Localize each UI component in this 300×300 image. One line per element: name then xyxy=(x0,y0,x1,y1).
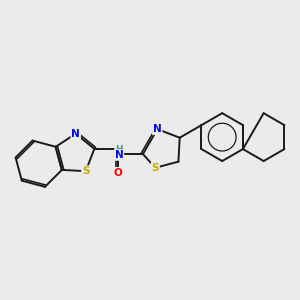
Text: O: O xyxy=(114,168,123,178)
Text: N: N xyxy=(153,124,162,134)
Text: S: S xyxy=(152,163,159,173)
Text: N: N xyxy=(71,129,80,139)
Text: H: H xyxy=(115,145,123,154)
Text: S: S xyxy=(82,166,89,176)
Text: N: N xyxy=(115,150,123,160)
